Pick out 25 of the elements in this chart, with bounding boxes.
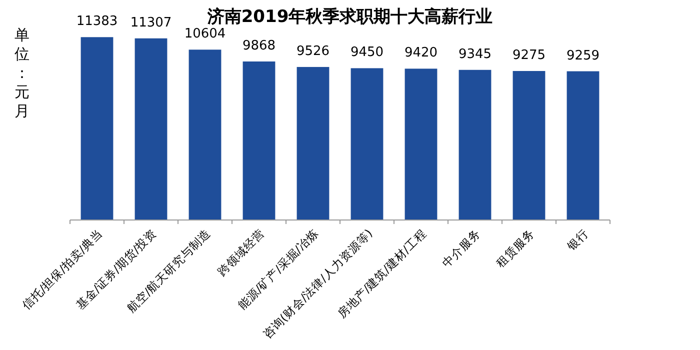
bar [404,68,438,220]
bar [242,61,276,220]
data-label: 9420 [404,46,438,61]
bar [296,66,330,220]
x-tick-label: 租赁服务 [493,226,538,270]
bar [512,71,546,220]
data-label: 9345 [458,46,492,62]
data-label: 9868 [242,38,276,54]
x-tick-label: 银行 [564,226,592,254]
bar [80,37,114,220]
bar [566,71,600,220]
data-label: 9259 [566,48,600,64]
data-label: 9526 [296,44,330,59]
bar [188,50,222,220]
chart-title: 济南2019年秋季求职期十大高薪行业 [206,7,493,27]
bar [458,70,492,220]
data-label: 11383 [76,14,118,30]
x-tick-label: 中介服务 [439,226,484,270]
bar [134,38,168,220]
data-label: 9450 [350,45,384,60]
data-label: 10604 [184,26,226,42]
y-axis-title: 单位：元月 [14,26,30,120]
data-label: 9275 [512,48,546,64]
data-label: 11307 [130,15,172,30]
bar [350,68,384,220]
